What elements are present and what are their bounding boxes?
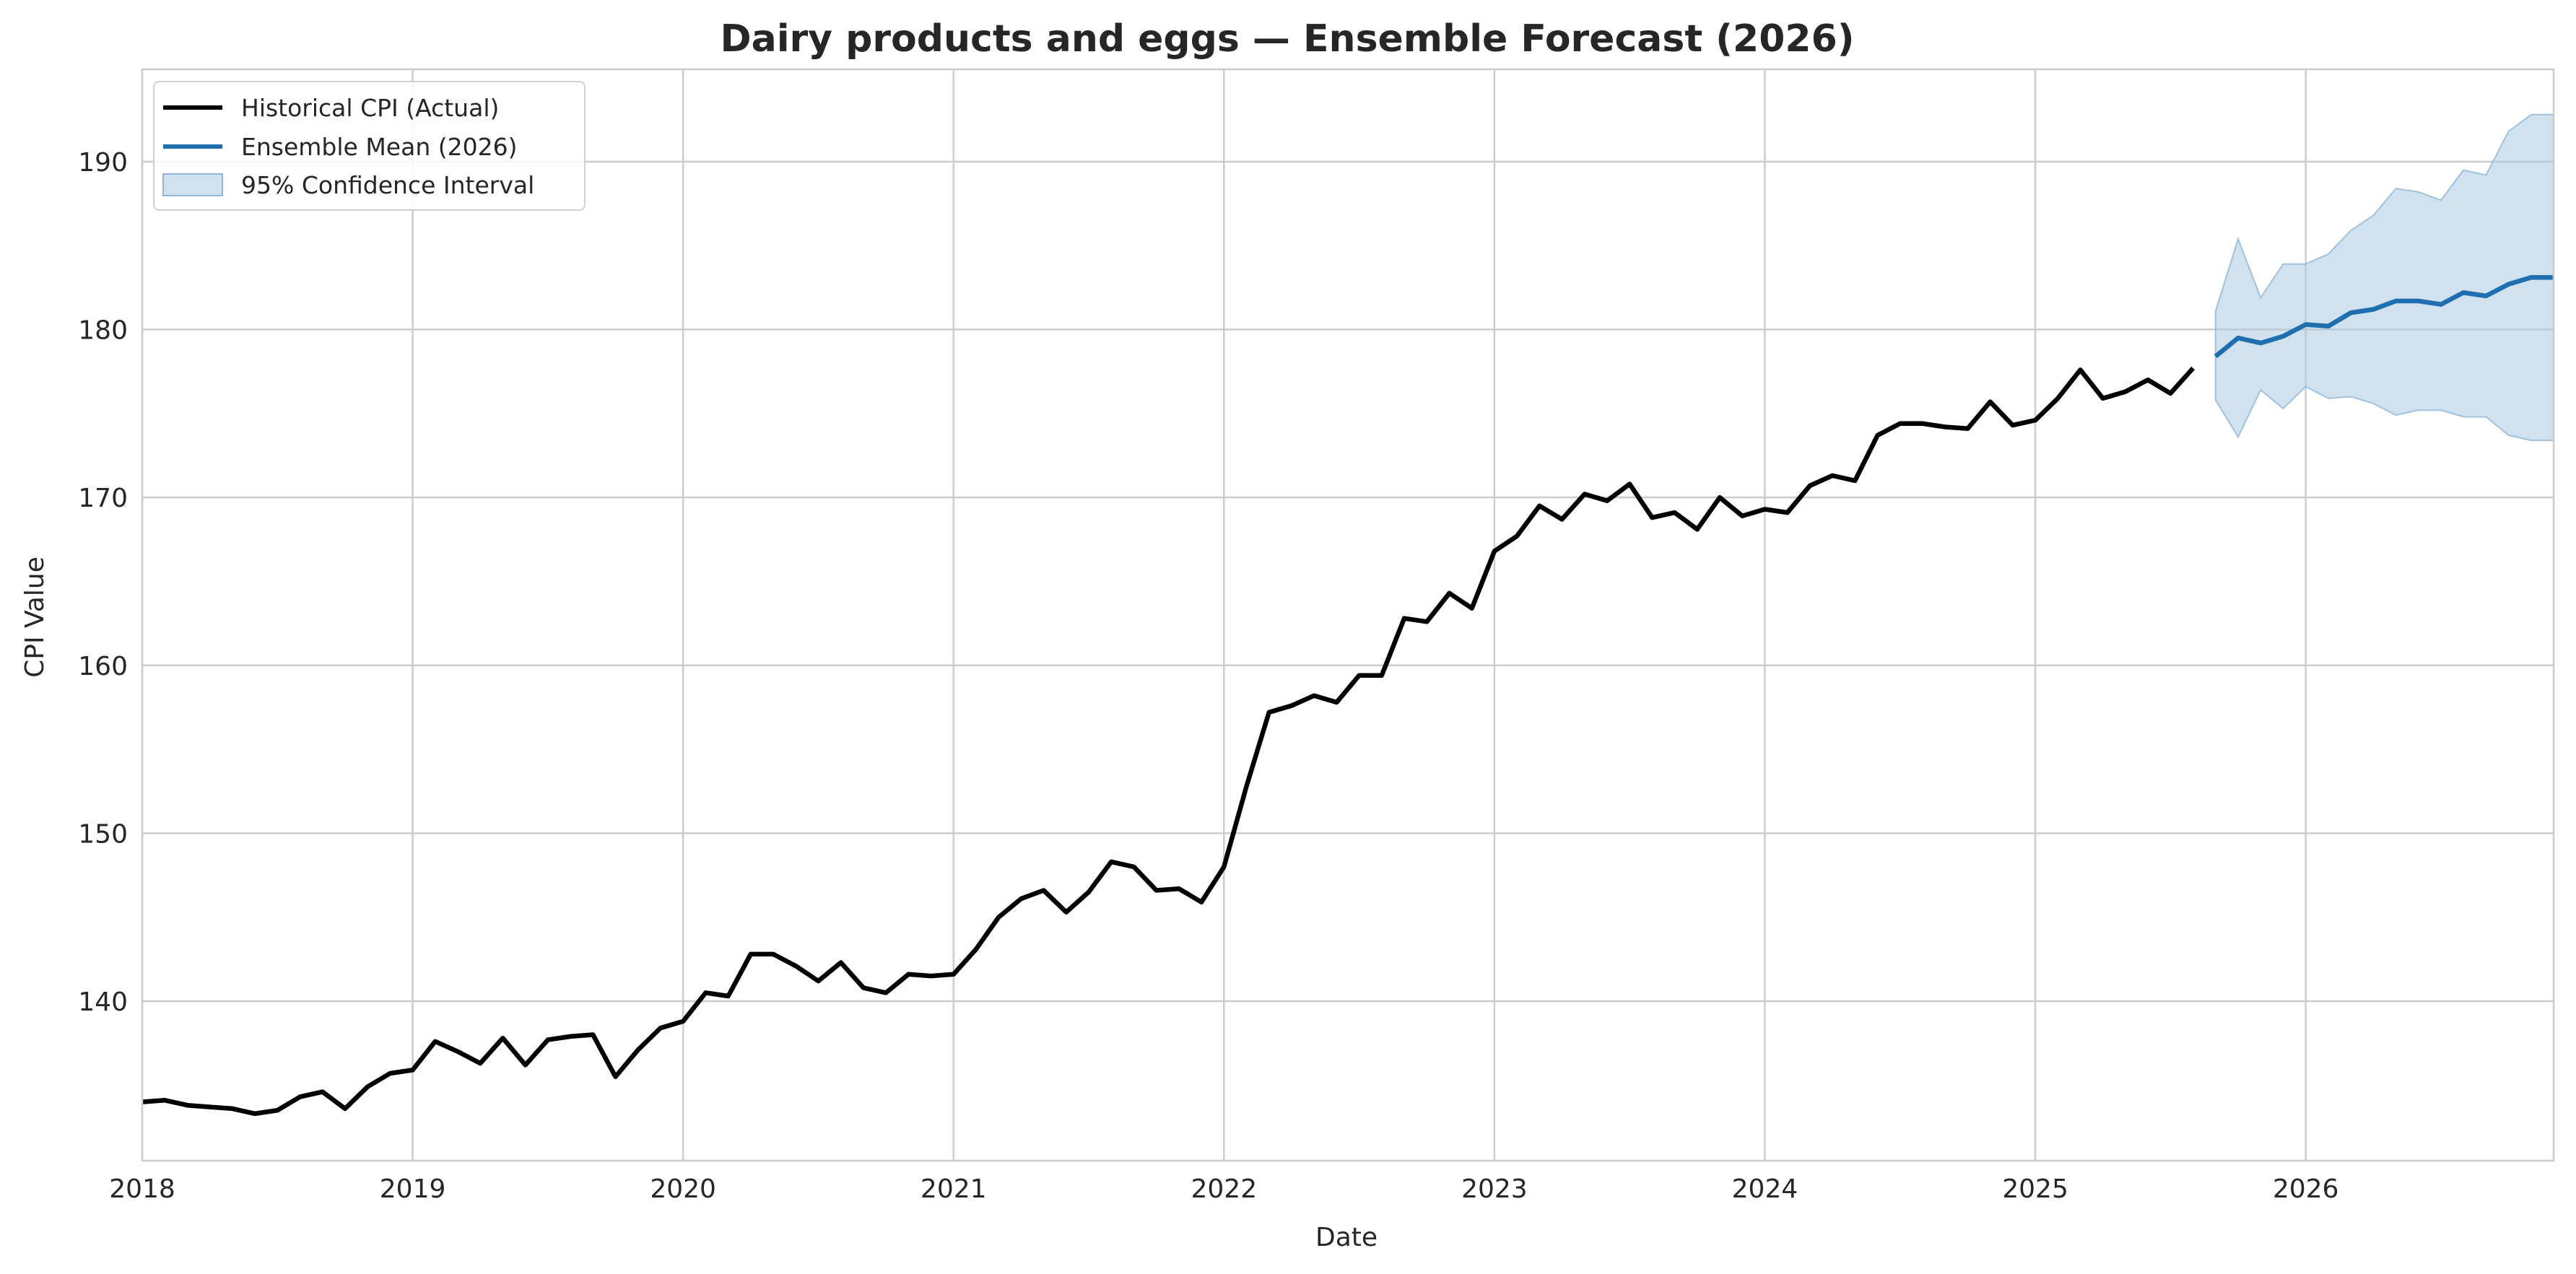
x-axis-label: Date <box>1315 1223 1378 1252</box>
chart-title: Dairy products and eggs — Ensemble Forec… <box>720 17 1854 61</box>
y-tick-label-150: 150 <box>78 819 128 849</box>
y-tick-label-190: 190 <box>78 148 128 178</box>
y-axis-label: CPI Value <box>20 557 50 678</box>
confidence-interval-layer <box>2214 113 2554 442</box>
x-tick-label-2019: 2019 <box>380 1174 446 1204</box>
legend-box <box>153 81 586 211</box>
tick-labels: 2018 2019 2020 2021 2022 2023 2024 2025 2026 140 1… <box>78 148 2338 1204</box>
axes-frame <box>141 68 2555 1162</box>
confidence-interval-band <box>2214 113 2554 442</box>
y-tick-label-140: 140 <box>78 987 128 1017</box>
y-tick-label-170: 170 <box>78 484 128 513</box>
x-tick-label-2023: 2023 <box>1461 1174 1528 1204</box>
series-lines <box>142 275 2554 1117</box>
legend-swatch-ci <box>162 173 223 196</box>
y-tick-label-180: 180 <box>78 316 128 346</box>
historical-cpi-line <box>142 366 2196 1117</box>
y-tick-label-160: 160 <box>78 652 128 681</box>
ensemble-mean-line <box>2214 275 2554 359</box>
x-tick-label-2018: 2018 <box>109 1174 175 1204</box>
legend-label-historical: Historical CPI (Actual) <box>241 94 499 122</box>
x-tick-label-2026: 2026 <box>2273 1174 2339 1204</box>
x-tick-label-2025: 2025 <box>2002 1174 2068 1204</box>
x-tick-label-2024: 2024 <box>1732 1174 1798 1204</box>
x-tick-label-2021: 2021 <box>921 1174 987 1204</box>
legend: Historical CPI (Actual) Ensemble Mean (2… <box>153 81 586 211</box>
grid-lines <box>141 69 2554 1161</box>
legend-label-ci: 95% Confidence Interval <box>241 171 534 199</box>
legend-label-forecast: Ensemble Mean (2026) <box>241 133 517 161</box>
x-tick-label-2022: 2022 <box>1191 1174 1258 1204</box>
x-tick-label-2020: 2020 <box>650 1174 716 1204</box>
